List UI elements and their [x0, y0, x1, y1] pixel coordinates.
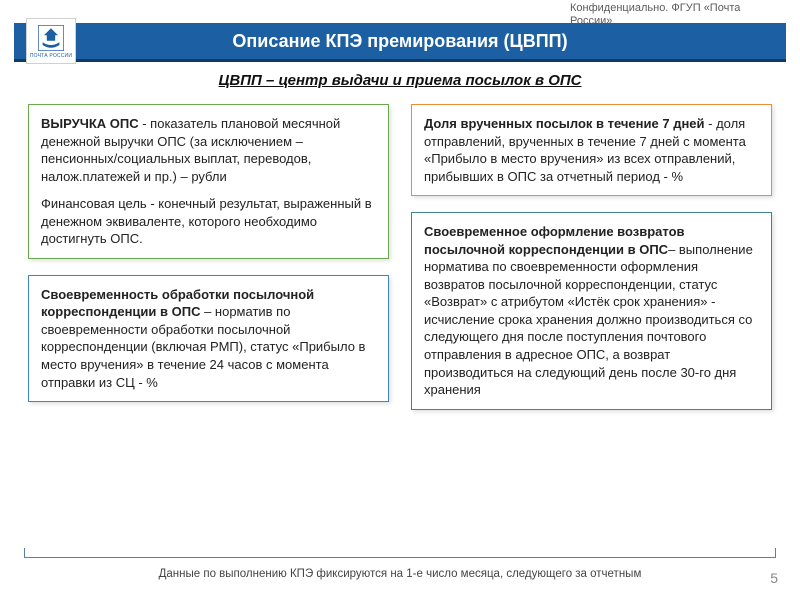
slide: Конфиденциально. ФГУП «Почта России» Опи… [0, 0, 800, 600]
subtitle: ЦВПП – центр выдачи и приема посылок в О… [0, 72, 800, 89]
left-column: ВЫРУЧКА ОПС - показатель плановой месячн… [28, 104, 389, 552]
card-revenue-goal: Финансовая цель - конечный результат, вы… [41, 195, 376, 248]
card-revenue-term: ВЫРУЧКА ОПС [41, 116, 139, 131]
content-grid: ВЫРУЧКА ОПС - показатель плановой месячн… [28, 104, 772, 552]
card-returns-desc: – выполнение норматива по своевременност… [424, 242, 753, 397]
card-revenue: ВЫРУЧКА ОПС - показатель плановой месячн… [28, 104, 389, 259]
logo: ПОЧТА РОССИИ [26, 18, 76, 64]
logo-text: ПОЧТА РОССИИ [30, 54, 72, 59]
post-eagle-icon [37, 24, 65, 52]
card-returns: Своевременное оформление возвратов посыл… [411, 212, 772, 409]
header-bar: Описание КПЭ премирования (ЦВПП) [14, 23, 786, 59]
header-title: Описание КПЭ премирования (ЦВПП) [232, 31, 567, 52]
right-column: Доля врученных посылок в течение 7 дней … [411, 104, 772, 552]
footnote: Данные по выполнению КПЭ фиксируются на … [0, 568, 800, 580]
card-timeliness: Своевременность обработки посылочной кор… [28, 275, 389, 402]
summary-bracket [24, 548, 776, 558]
card-share7-term: Доля врученных посылок в течение 7 дней [424, 116, 705, 131]
card-returns-term: Своевременное оформление возвратов посыл… [424, 224, 685, 257]
card-share7: Доля врученных посылок в течение 7 дней … [411, 104, 772, 196]
page-number: 5 [770, 570, 778, 586]
